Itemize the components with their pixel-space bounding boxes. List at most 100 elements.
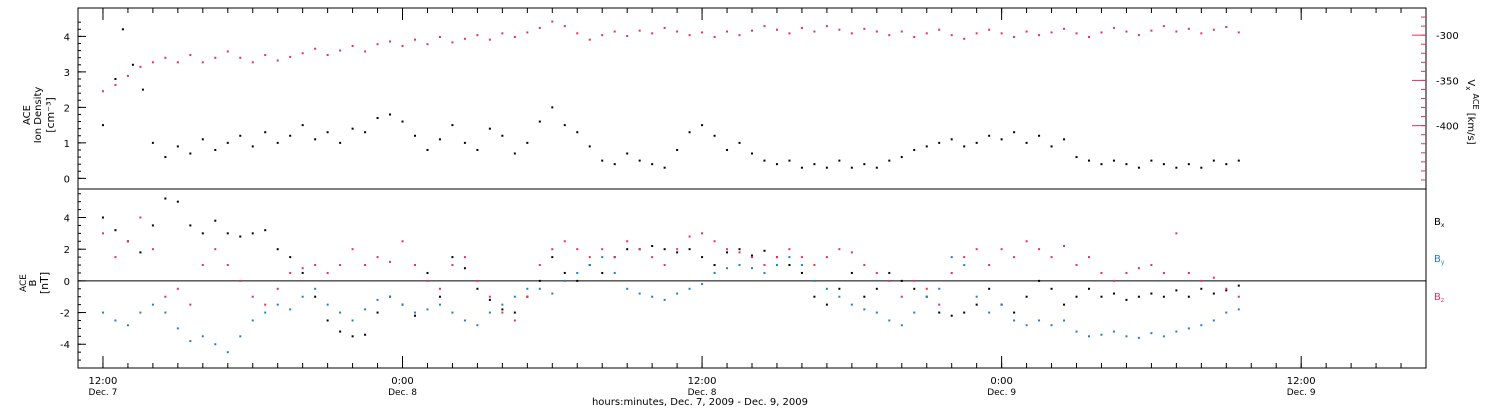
density-point-43 xyxy=(626,152,629,155)
bz-point-5 xyxy=(164,295,167,298)
bx-point-8 xyxy=(201,232,204,235)
vx-point-60 xyxy=(850,32,853,35)
by-point-83 xyxy=(1137,336,1140,339)
bz-point-63 xyxy=(888,279,891,282)
bx-point-81 xyxy=(1112,292,1115,295)
vx-point-27 xyxy=(438,35,441,38)
bz-point-68 xyxy=(950,271,953,274)
density-point-6 xyxy=(164,156,167,159)
top-left-ylabel-line3: [cm⁻³] xyxy=(44,97,57,133)
vx-point-7 xyxy=(189,54,192,57)
bx-point-82 xyxy=(1125,298,1128,301)
bz-point-55 xyxy=(788,248,791,251)
top-panel-points xyxy=(101,20,1240,169)
vx-point-80 xyxy=(1100,31,1103,34)
bx-point-55 xyxy=(788,264,791,267)
by-point-21 xyxy=(364,308,367,311)
bz-point-0 xyxy=(101,232,104,235)
vx-point-67 xyxy=(938,28,941,31)
bz-point-12 xyxy=(251,295,254,298)
vx-point-91 xyxy=(1237,31,1240,34)
vx-point-5 xyxy=(164,56,167,59)
bz-point-40 xyxy=(601,248,604,251)
density-point-56 xyxy=(788,159,791,162)
density-point-59 xyxy=(825,166,828,169)
bz-point-24 xyxy=(401,240,404,243)
bx-point-7 xyxy=(189,224,192,227)
density-point-18 xyxy=(314,138,317,141)
by-point-6 xyxy=(176,327,179,330)
bx-point-37 xyxy=(563,271,566,274)
density-point-84 xyxy=(1137,166,1140,169)
bz-point-49 xyxy=(713,240,716,243)
by-point-3 xyxy=(139,311,142,314)
by-point-47 xyxy=(688,287,691,290)
vx-point-8 xyxy=(201,61,204,64)
density-point-32 xyxy=(488,127,491,130)
vx-point-62 xyxy=(875,30,878,33)
vx-point-69 xyxy=(963,37,966,40)
vx-point-36 xyxy=(551,20,554,23)
vx-point-20 xyxy=(351,45,354,48)
by-point-58 xyxy=(825,287,828,290)
vx-point-65 xyxy=(913,35,916,38)
bx-point-62 xyxy=(875,287,878,290)
bx-point-45 xyxy=(663,248,666,251)
by-point-15 xyxy=(289,308,292,311)
legend-item-by: By xyxy=(1434,254,1445,266)
bz-point-91 xyxy=(1237,295,1240,298)
bz-point-69 xyxy=(963,256,966,259)
density-point-8 xyxy=(189,152,192,155)
by-point-74 xyxy=(1025,324,1028,327)
top-left-ytick-label-1: 1 xyxy=(64,139,70,150)
by-point-79 xyxy=(1088,335,1090,338)
vx-point-64 xyxy=(900,30,903,33)
right-ylabel-unit: [km/s] xyxy=(1465,113,1476,145)
by-point-61 xyxy=(863,308,866,311)
bz-point-43 xyxy=(638,248,641,251)
by-point-68 xyxy=(950,256,953,259)
bx-point-51 xyxy=(738,248,741,251)
bz-point-34 xyxy=(526,295,529,298)
bx-point-78 xyxy=(1075,295,1078,298)
bz-point-76 xyxy=(1050,256,1053,259)
vx-point-9 xyxy=(214,56,217,59)
density-point-73 xyxy=(1000,138,1003,141)
density-point-54 xyxy=(763,159,766,162)
vx-point-56 xyxy=(800,26,803,29)
bz-point-8 xyxy=(201,264,204,267)
bx-point-53 xyxy=(763,249,766,252)
bz-point-20 xyxy=(351,248,354,251)
density-point-50 xyxy=(713,134,716,137)
density-point-60 xyxy=(838,159,841,162)
by-point-8 xyxy=(201,335,204,338)
by-point-24 xyxy=(401,303,404,306)
vx-point-2 xyxy=(126,74,129,77)
bz-point-22 xyxy=(376,256,379,259)
vx-point-45 xyxy=(663,26,666,29)
by-point-7 xyxy=(189,340,192,343)
bz-point-56 xyxy=(800,256,803,259)
bx-point-68 xyxy=(950,314,953,317)
by-point-45 xyxy=(663,298,666,301)
bx-point-56 xyxy=(800,271,803,274)
by-point-33 xyxy=(513,295,516,298)
by-point-80 xyxy=(1100,333,1103,336)
bx-point-50 xyxy=(726,251,729,254)
bz-point-57 xyxy=(813,264,816,267)
density-point-57 xyxy=(800,166,803,169)
bz-point-30 xyxy=(476,279,479,282)
by-point-72 xyxy=(1000,303,1003,306)
by-point-9 xyxy=(214,343,217,346)
density-point-11 xyxy=(226,141,229,144)
density-point-46 xyxy=(663,166,666,169)
density-point-0 xyxy=(101,124,104,127)
bz-point-50 xyxy=(726,248,729,251)
bx-point-46 xyxy=(676,251,679,254)
vx-point-43 xyxy=(638,29,641,32)
bx-point-26 xyxy=(426,271,429,274)
bx-point-91 xyxy=(1237,284,1240,287)
vx-point-3 xyxy=(139,65,142,68)
bx-point-49 xyxy=(713,264,716,267)
